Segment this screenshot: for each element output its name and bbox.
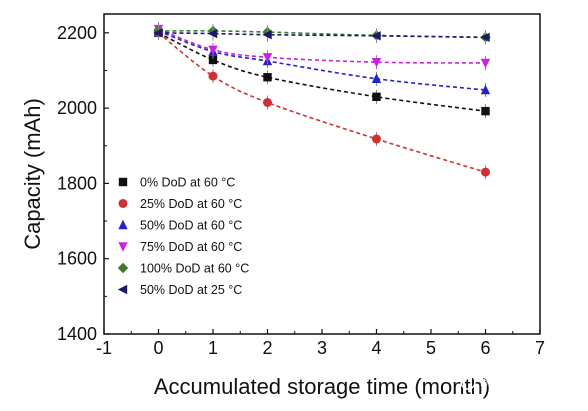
- data-point: [372, 92, 381, 102]
- data-point: [153, 28, 163, 38]
- data-point: [263, 73, 272, 82]
- data-point: [481, 106, 490, 116]
- legend-marker: [117, 284, 128, 295]
- x-tick-label: 2: [262, 338, 272, 358]
- y-axis-title: Capacity (mAh): [20, 98, 45, 250]
- legend-marker: [117, 262, 129, 274]
- x-tick-label: 3: [317, 338, 327, 358]
- y-tick-label: 1800: [57, 173, 97, 193]
- data-point: [263, 97, 272, 107]
- watermark-text: 新能源Leader: [480, 374, 553, 389]
- y-tick-label: 2200: [57, 23, 97, 43]
- x-tick-label: -1: [96, 338, 112, 358]
- fit-line: [158, 32, 486, 173]
- watermark-icon: [460, 374, 476, 390]
- legend-marker: [118, 242, 128, 252]
- x-tick-label: 5: [426, 338, 436, 358]
- y-tick-label: 1400: [57, 324, 97, 344]
- x-tick-label: 7: [535, 338, 545, 358]
- x-tick-label: 1: [208, 338, 218, 358]
- data-point: [481, 167, 490, 177]
- x-tick-label: 0: [153, 338, 163, 358]
- y-tick-label: 2000: [57, 98, 97, 118]
- legend-label: 100% DoD at 60 °C: [140, 262, 249, 276]
- x-tick-label: 6: [480, 338, 490, 358]
- data-point: [208, 45, 218, 55]
- y-tick-label: 1600: [57, 249, 97, 269]
- data-point: [207, 28, 218, 39]
- legend-label: 0% DoD at 60 °C: [140, 176, 235, 190]
- data-point: [371, 73, 382, 83]
- legend-label: 50% DoD at 60 °C: [140, 219, 242, 233]
- data-point: [480, 32, 490, 43]
- x-tick-label: 4: [371, 338, 381, 358]
- data-point: [480, 84, 491, 95]
- legend-marker: [118, 177, 128, 187]
- data-point: [372, 134, 381, 144]
- data-point: [208, 71, 218, 81]
- legend-label: 25% DoD at 60 °C: [140, 197, 242, 211]
- data-point: [208, 55, 218, 65]
- legend-marker: [118, 199, 128, 208]
- data-point: [371, 31, 381, 41]
- fit-line: [158, 30, 486, 39]
- x-axis-title: Accumulated storage time (month): [154, 374, 490, 399]
- fit-line: [158, 32, 486, 112]
- legend-label: 50% DoD at 25 °C: [140, 283, 242, 297]
- data-point: [371, 57, 382, 68]
- data-point: [480, 58, 491, 69]
- data-point: [262, 30, 272, 40]
- data-point: [262, 53, 273, 63]
- watermark: 新能源Leader: [460, 374, 553, 390]
- legend-marker: [118, 219, 128, 230]
- fit-line: [158, 32, 486, 39]
- legend-label: 75% DoD at 60 °C: [140, 240, 242, 254]
